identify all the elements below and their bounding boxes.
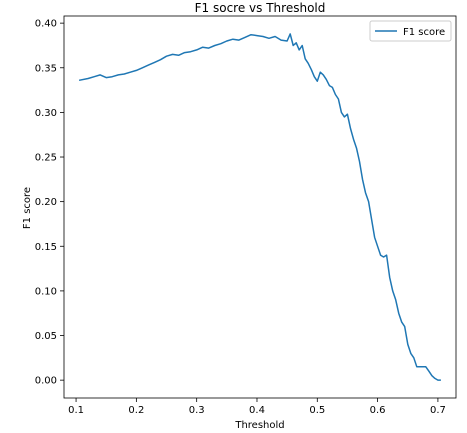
y-tick-label: 0.00 bbox=[35, 376, 57, 387]
y-tick-label: 0.30 bbox=[35, 108, 57, 119]
legend-label-f1-score: F1 score bbox=[403, 27, 445, 38]
y-tick-label: 0.10 bbox=[35, 286, 57, 297]
series-line-0 bbox=[78, 33, 441, 381]
y-tick-label: 0.15 bbox=[35, 242, 57, 253]
x-tick-label: 0.6 bbox=[370, 405, 386, 416]
plot-frame bbox=[63, 15, 457, 399]
legend-box bbox=[369, 20, 452, 42]
x-tick-label: 0.3 bbox=[189, 405, 205, 416]
y-tick-label: 0.25 bbox=[35, 153, 57, 164]
x-tick-label: 0.7 bbox=[430, 405, 446, 416]
y-tick-label: 0.20 bbox=[35, 197, 57, 208]
y-tick-label: 0.35 bbox=[35, 63, 57, 74]
data-series bbox=[78, 33, 441, 381]
x-tick-label: 0.5 bbox=[309, 405, 325, 416]
legend: F1 score bbox=[369, 20, 452, 42]
x-tick-label: 0.2 bbox=[128, 405, 144, 416]
chart-title: F1 socre vs Threshold bbox=[195, 1, 326, 15]
plot-axes bbox=[63, 15, 457, 399]
y-tick-label: 0.05 bbox=[35, 331, 57, 342]
y-axis-label: F1 score bbox=[22, 187, 33, 229]
axis-ticks: 0.1 0.2 0.3 0.4 0.5 0.6 0.7 0.00 0.05 0.10 0.15 0.2… bbox=[35, 19, 446, 416]
x-axis-label: Threshold bbox=[234, 420, 284, 431]
x-tick-label: 0.1 bbox=[68, 405, 84, 416]
x-tick-label: 0.4 bbox=[249, 405, 265, 416]
y-tick-label: 0.40 bbox=[35, 19, 57, 30]
